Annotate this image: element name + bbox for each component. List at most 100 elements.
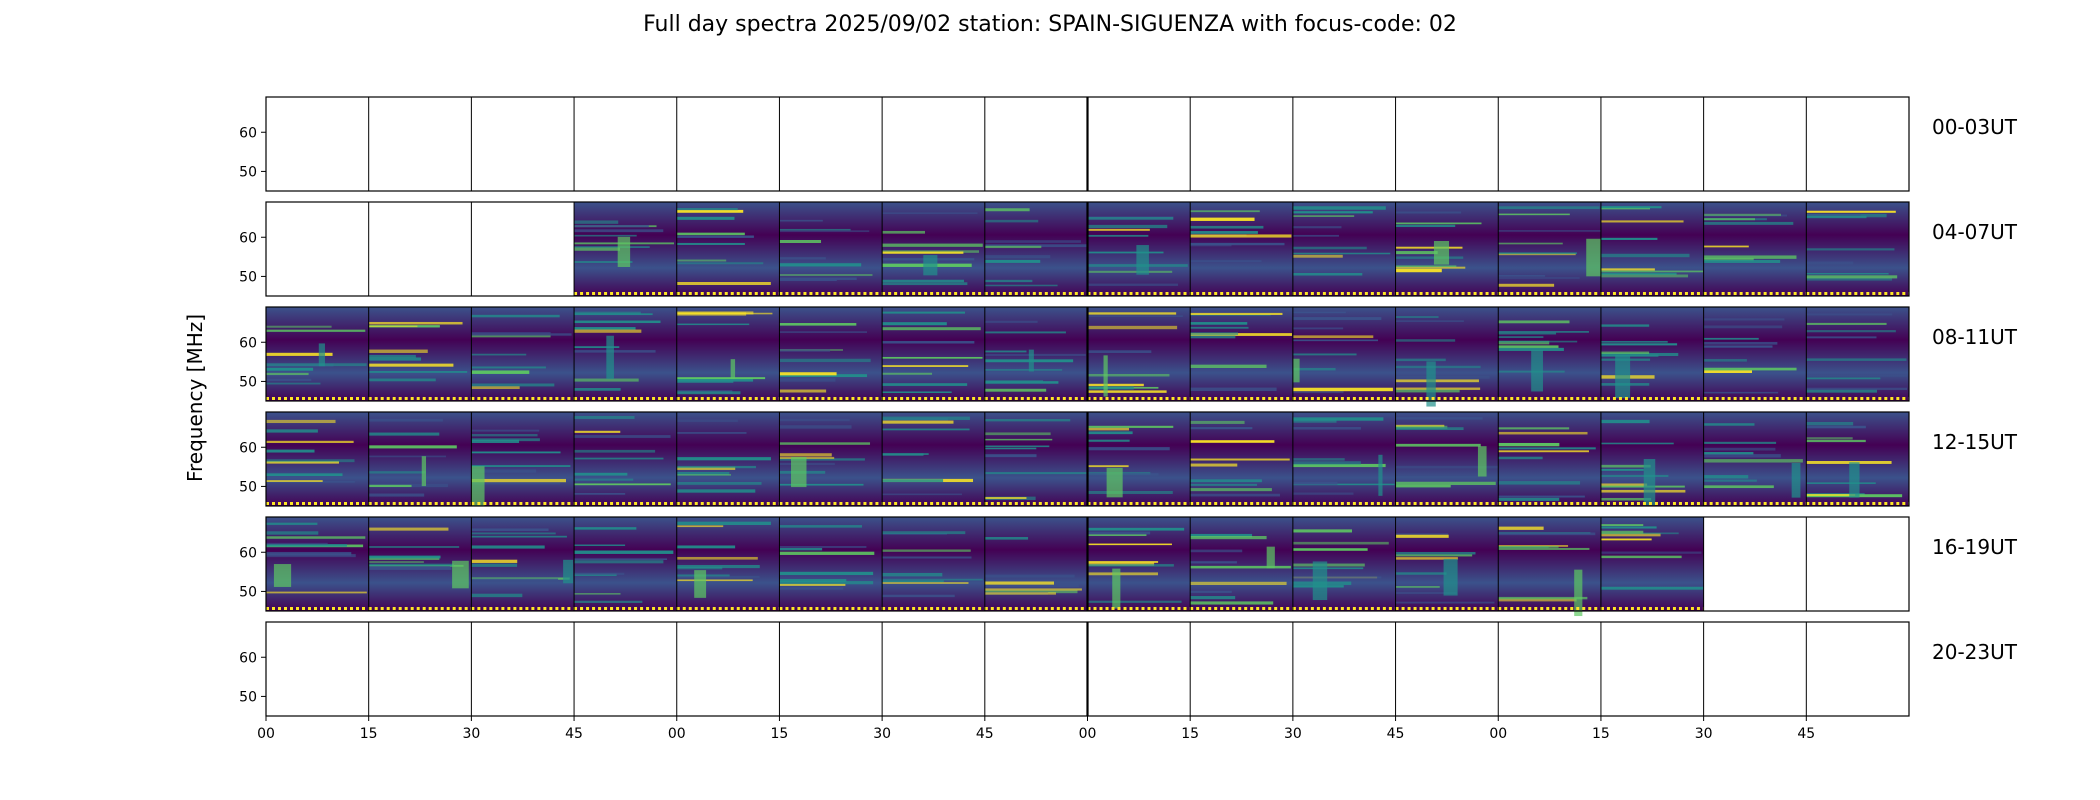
spectrum-band bbox=[1600, 419, 1650, 424]
spectrum-band bbox=[984, 537, 1029, 540]
spectrum-band bbox=[676, 419, 738, 422]
spectrum-burst bbox=[1312, 561, 1328, 601]
spectrum-segment bbox=[368, 307, 472, 401]
spectrum-band bbox=[471, 314, 560, 318]
x-tick-label: 30 bbox=[1284, 726, 1302, 742]
spectrum-band bbox=[1292, 234, 1339, 237]
spectrum-band bbox=[1703, 367, 1797, 371]
spectrum-band bbox=[1292, 481, 1338, 485]
spectrum-band bbox=[1292, 463, 1386, 468]
spectrum-band bbox=[1395, 358, 1446, 362]
y-tick-label: 60 bbox=[239, 335, 257, 351]
spectrum-band bbox=[574, 558, 668, 561]
spectrum-band bbox=[1292, 215, 1355, 217]
spectrum-band bbox=[1292, 548, 1368, 551]
spectrum-band bbox=[1292, 254, 1343, 258]
spectrum-band bbox=[471, 559, 518, 563]
spectrum-band bbox=[1292, 367, 1336, 371]
spectrum-band bbox=[1703, 479, 1757, 482]
spectrum-burst bbox=[1531, 349, 1543, 392]
spectrum-band bbox=[1190, 335, 1236, 339]
spectrum-segment bbox=[1395, 307, 1499, 401]
spectrum-band bbox=[1292, 246, 1367, 250]
x-tick-label: 00 bbox=[257, 726, 275, 742]
spectrum-band bbox=[574, 234, 637, 237]
spectrum-band bbox=[676, 391, 741, 395]
spectrum-band bbox=[1498, 274, 1546, 277]
spectrum-band bbox=[368, 567, 452, 570]
spectrum-band bbox=[779, 462, 835, 465]
spectrum-band bbox=[1190, 210, 1260, 213]
spectrum-band bbox=[882, 311, 966, 314]
spectrum-band bbox=[984, 388, 1047, 392]
spectrum-band bbox=[1600, 483, 1648, 487]
x-tick-label: 00 bbox=[1489, 726, 1507, 742]
chart-title: Full day spectra 2025/09/02 station: SPA… bbox=[643, 12, 1457, 37]
y-tick-label: 60 bbox=[239, 440, 257, 456]
spectrum-band bbox=[471, 532, 556, 535]
spectrum-band bbox=[779, 240, 822, 244]
spectrum-band bbox=[574, 527, 637, 530]
row-label: 16-19UT bbox=[1932, 535, 2018, 559]
spectrum-band bbox=[266, 363, 367, 367]
spectrum-band bbox=[1087, 270, 1173, 273]
spectrum-band bbox=[1292, 272, 1363, 276]
spectrum-band bbox=[1395, 427, 1464, 431]
spectrum-band bbox=[882, 428, 970, 431]
spectrum-band bbox=[1395, 268, 1442, 273]
spectrum-band bbox=[1190, 427, 1253, 430]
spectrum-band bbox=[1806, 248, 1895, 251]
x-tick-label: 45 bbox=[1797, 726, 1815, 742]
spectrum-band bbox=[1703, 245, 1749, 248]
y-tick-label: 60 bbox=[239, 125, 257, 141]
spectrum-band bbox=[368, 321, 463, 325]
spectrum-burst bbox=[471, 466, 485, 507]
spectrum-band bbox=[779, 418, 850, 422]
spectrum-band bbox=[471, 438, 540, 442]
x-tick-label: 45 bbox=[1387, 726, 1405, 742]
spectrum-band bbox=[1395, 465, 1499, 469]
spectrum-band bbox=[1395, 246, 1463, 249]
spectrum-band bbox=[1600, 351, 1650, 354]
spectrum-band bbox=[1087, 473, 1159, 476]
spectrum-band bbox=[1190, 533, 1253, 538]
spectrum-band bbox=[676, 380, 734, 383]
spectrum-band bbox=[1600, 530, 1644, 534]
spectrum-band bbox=[471, 478, 566, 483]
spectrum-band bbox=[1087, 447, 1170, 451]
spectrum-band bbox=[1806, 277, 1893, 281]
spectrum-band bbox=[984, 454, 1037, 458]
spectrum-band bbox=[1087, 533, 1147, 536]
spectrum-band bbox=[471, 366, 546, 369]
spectrum-band bbox=[984, 331, 1066, 334]
spectrum-band bbox=[984, 245, 1042, 249]
spectrum-band bbox=[1190, 463, 1238, 467]
spectrum-segment bbox=[984, 517, 1088, 611]
spectrum-band bbox=[1498, 206, 1600, 210]
spectrum-band bbox=[779, 425, 852, 429]
spectrum-band bbox=[1703, 359, 1747, 362]
spectrum-burst bbox=[1791, 463, 1801, 498]
spectrum-segment bbox=[1498, 202, 1601, 296]
spectrum-band bbox=[779, 323, 857, 326]
spectrum-band bbox=[779, 374, 868, 378]
spectrum-band bbox=[1087, 543, 1172, 546]
spectrum-band bbox=[1087, 390, 1167, 393]
spectrum-band bbox=[779, 277, 857, 280]
spectrum-band bbox=[676, 232, 745, 236]
spectrum-band bbox=[1600, 468, 1644, 471]
spectrum-band bbox=[1498, 242, 1563, 245]
spectrum-band bbox=[1600, 237, 1658, 240]
y-tick-label: 50 bbox=[239, 584, 257, 600]
spectrum-band bbox=[1292, 567, 1364, 570]
spectrum-segment bbox=[882, 307, 985, 401]
spectrum-band bbox=[1806, 261, 1854, 265]
x-tick-label: 15 bbox=[771, 726, 789, 742]
spectrum-band bbox=[266, 378, 312, 382]
spectrum-band bbox=[1087, 600, 1182, 603]
spectrum-band bbox=[676, 472, 730, 475]
spectrum-band bbox=[1703, 441, 1777, 444]
spectrum-band bbox=[1190, 332, 1239, 336]
spectrum-band bbox=[368, 563, 454, 567]
spectrum-band bbox=[1395, 256, 1464, 259]
